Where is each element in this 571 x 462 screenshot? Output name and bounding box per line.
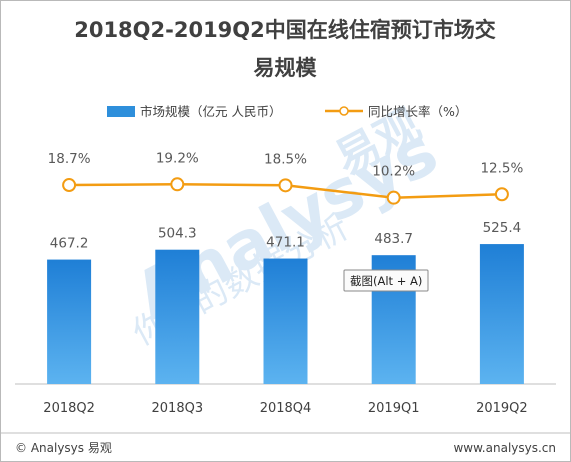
legend-bar-label: 市场规模（亿元 人民币） — [140, 104, 281, 119]
x-tick-2019Q2: 2019Q2 — [476, 401, 528, 416]
x-tick-labels-group: 2018Q2 2018Q3 2018Q4 2019Q1 2019Q2 — [43, 401, 527, 416]
growth-labels-group: 18.7% 19.2% 18.5% 10.2% 12.5% — [48, 150, 524, 179]
x-tick-2019Q1: 2019Q1 — [368, 401, 420, 416]
bar-labels-group: 467.2 504.3 471.1 483.7 525.4 — [50, 220, 521, 251]
chart-title-line-2: 易规模 — [254, 56, 318, 80]
growth-point-2018Q3 — [170, 177, 185, 192]
legend: 市场规模（亿元 人民币） 同比增长率（%） — [107, 104, 467, 119]
growth-value-label-2018Q2: 18.7% — [48, 151, 91, 167]
x-tick-2018Q3: 2018Q3 — [152, 401, 204, 416]
bar-2018Q3 — [155, 249, 200, 384]
bar-2018Q2 — [47, 259, 92, 384]
bar-value-label-2018Q3: 504.3 — [158, 226, 197, 242]
tooltip-text: 截图(Alt + A) — [350, 274, 422, 288]
x-tick-2018Q2: 2018Q2 — [43, 401, 95, 416]
growth-value-label-2018Q3: 19.2% — [156, 150, 199, 166]
bar-value-label-2019Q2: 525.4 — [483, 220, 522, 236]
bar-2018Q4 — [263, 258, 308, 384]
legend-bar-swatch — [107, 106, 135, 117]
tooltip-box — [343, 269, 429, 292]
growth-value-label-2019Q2: 12.5% — [480, 160, 523, 176]
growth-point-2018Q4 — [278, 178, 293, 193]
growth-value-label-2019Q1: 10.2% — [372, 164, 415, 180]
bar-value-label-2018Q2: 467.2 — [50, 236, 89, 252]
legend-line-label: 同比增长率（%） — [368, 104, 467, 119]
growth-point-2019Q1 — [386, 190, 401, 205]
growth-value-label-2018Q4: 18.5% — [264, 151, 307, 167]
bars-group — [47, 244, 524, 384]
legend-line-marker — [339, 106, 349, 116]
x-tick-2018Q4: 2018Q4 — [260, 401, 312, 416]
bar-value-label-2018Q4: 471.1 — [266, 235, 305, 251]
growth-point-2018Q2 — [62, 178, 77, 193]
bar-value-label-2019Q1: 483.7 — [374, 231, 413, 247]
chart-title-line-1: 2018Q2-2019Q2中国在线住宿预订市场交 — [74, 18, 496, 42]
screenshot-tooltip: 截图(Alt + A) — [343, 269, 429, 292]
bar-2019Q2 — [479, 244, 524, 384]
growth-points-group — [62, 177, 509, 205]
footer-website: www.analysys.cn — [453, 441, 556, 455]
footer-copyright: © Analysys 易观 — [15, 441, 112, 455]
growth-point-2019Q2 — [494, 187, 509, 202]
